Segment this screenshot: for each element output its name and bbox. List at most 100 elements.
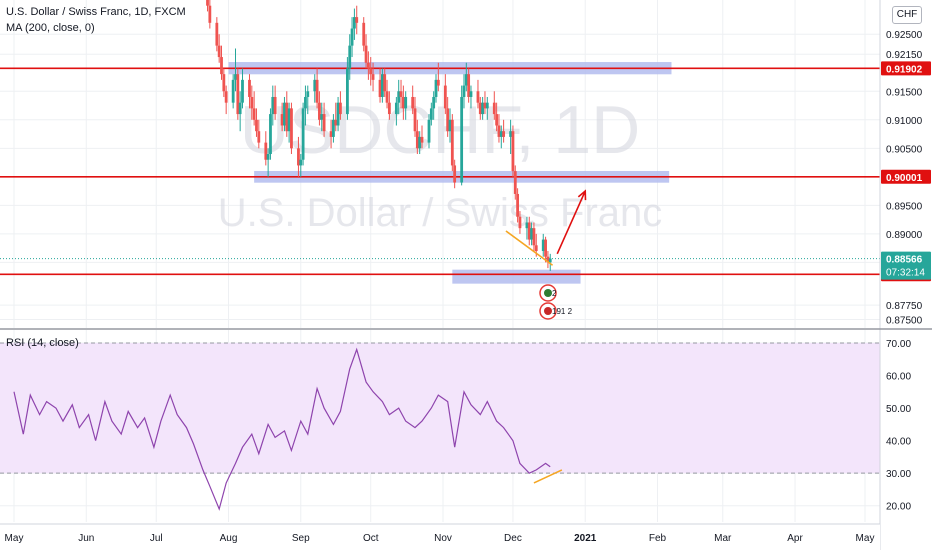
candle-body: [460, 96, 464, 183]
candle-body: [448, 119, 452, 132]
candle-body: [248, 79, 251, 97]
current-price-tag: [881, 251, 931, 280]
candle-body: [483, 102, 487, 109]
time-axis-background: [0, 524, 880, 550]
candle-body: [516, 193, 520, 217]
candle-body: [290, 108, 293, 149]
currency-badge[interactable]: CHF: [892, 6, 922, 24]
candle-body: [369, 68, 373, 75]
candle-body: [220, 57, 223, 75]
price-axis[interactable]: 0.92500 0.92150 0.91500 0.91000 0.90500 0.900…: [879, 0, 932, 550]
time-tick-label: Jul: [150, 533, 163, 544]
candle-body: [299, 159, 303, 166]
candle-body: [273, 96, 277, 115]
price-tick-label: 0.89500: [886, 201, 923, 212]
time-tick-label: May: [5, 533, 24, 544]
candle-body: [492, 102, 496, 115]
candle-body: [541, 239, 545, 251]
time-tick-label: Mar: [714, 533, 732, 544]
rsi-tick-label: 20.00: [886, 502, 911, 513]
event-badge-count: 2: [552, 289, 557, 298]
candle-body: [534, 245, 538, 251]
candle-body: [387, 102, 391, 115]
candle-body: [385, 91, 389, 103]
candle-body: [236, 74, 240, 115]
candle-body: [257, 131, 261, 143]
candle-body: [285, 102, 289, 132]
candle-body: [371, 74, 375, 80]
candle-body: [215, 22, 219, 46]
rsi-tick-label: 60.00: [886, 372, 911, 383]
rsi-tick-label: 70.00: [886, 339, 911, 350]
candle-body: [478, 102, 482, 115]
candle-body: [329, 131, 333, 137]
candle-body: [413, 108, 417, 132]
candle-body: [418, 136, 422, 149]
candle-body: [266, 154, 270, 160]
watermark-name: U.S. Dollar / Swiss Franc: [218, 191, 663, 235]
candle-body: [411, 96, 415, 109]
candle-body: [206, 0, 209, 6]
candle-body: [362, 22, 366, 46]
candle-body: [429, 108, 433, 120]
candle-body: [383, 74, 387, 92]
rsi-line: [13, 347, 551, 511]
candle-body: [436, 79, 440, 86]
candle-body: [280, 114, 284, 126]
candle-body: [399, 91, 403, 97]
candle-body: [462, 85, 466, 97]
time-axis[interactable]: May Jun Jul Aug Sep Oct Nov Dec 2021 Feb Mar Apr May: [0, 523, 880, 550]
candle-body: [283, 102, 286, 126]
candle-body: [548, 258, 552, 263]
candle-body: [320, 114, 324, 120]
level-price-label: 0.90001: [886, 173, 923, 184]
candle-body: [394, 102, 398, 115]
price-tick-label: 0.91000: [886, 116, 923, 127]
candle-body: [250, 96, 254, 109]
candle-body: [544, 239, 547, 257]
candle-body: [401, 96, 405, 109]
candle-body: [241, 79, 244, 103]
candle-body: [467, 74, 471, 97]
candle-body: [318, 102, 321, 120]
candle-body: [339, 102, 342, 115]
symbol-title[interactable]: U.S. Dollar / Swiss Franc, 1D, FXCM: [6, 6, 186, 18]
level-price-label: 0.91902: [886, 64, 923, 75]
candle-body: [348, 45, 352, 69]
ma-indicator-legend[interactable]: MA (200, close, 0): [6, 22, 95, 34]
candle-body: [332, 119, 335, 137]
bar-countdown-label: 07:32:14: [886, 268, 925, 279]
current-price-label: 0.88566: [886, 255, 923, 266]
time-tick-label: Feb: [649, 533, 667, 544]
price-tick-label: 0.87500: [886, 315, 923, 326]
candle-body: [304, 96, 307, 109]
rsi-tick-label: 40.00: [886, 437, 911, 448]
candle-body: [499, 131, 503, 137]
candle-body: [306, 91, 310, 97]
rsi-band: [0, 343, 880, 474]
candle-body: [530, 228, 533, 240]
time-tick-label: Dec: [504, 533, 522, 544]
event-badge-dot: [544, 289, 552, 297]
rsi-indicator-legend[interactable]: RSI (14, close): [6, 337, 79, 349]
event-badge-count: 191 2: [552, 307, 573, 316]
candle-body: [518, 216, 522, 229]
projection-arrow: [556, 190, 586, 255]
candle-body: [364, 45, 368, 63]
level-price-tag: [881, 61, 931, 76]
rsi-tick-label: 30.00: [886, 469, 911, 480]
trendline: [505, 230, 554, 266]
chart-drawings: [505, 189, 587, 266]
event-badges: 2 191 2: [539, 284, 573, 320]
price-tick-label: 0.91500: [886, 87, 923, 98]
time-tick-label: Nov: [434, 533, 452, 544]
candle-body: [469, 91, 473, 97]
candle-body: [464, 74, 468, 86]
candle-body: [443, 85, 447, 109]
time-tick-label: Oct: [363, 533, 379, 544]
rsi-series: [13, 347, 563, 511]
candle-body: [234, 74, 237, 80]
candle-body: [301, 108, 305, 160]
rsi-axis[interactable]: 70.00 60.00 50.00 40.00 30.00 20.00: [886, 339, 911, 513]
